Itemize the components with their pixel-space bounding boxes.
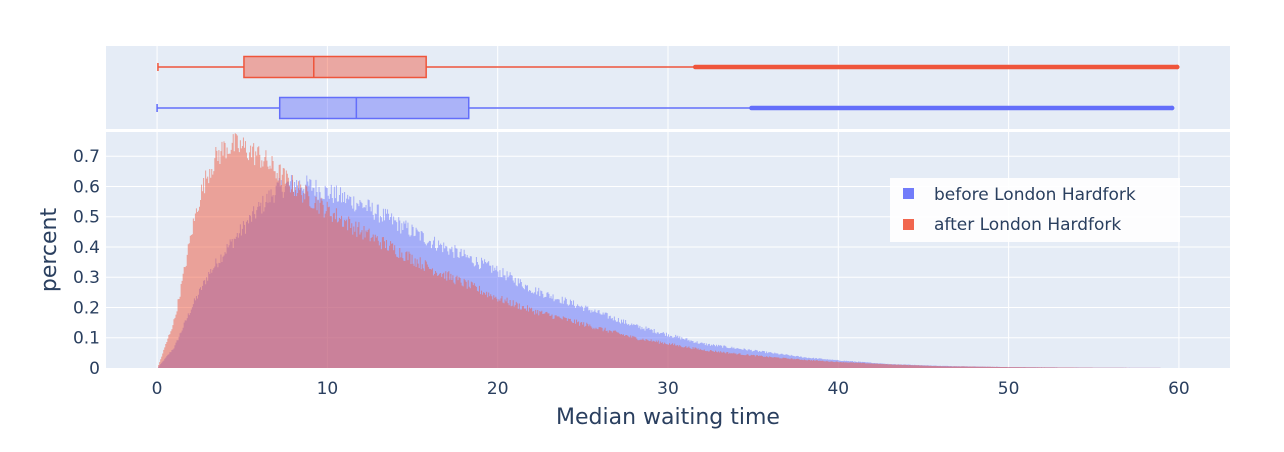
legend-swatch-after bbox=[903, 219, 914, 230]
x-tick-label: 20 bbox=[487, 379, 509, 399]
histogram-layer bbox=[157, 133, 1179, 368]
x-tick-label: 60 bbox=[1168, 379, 1190, 399]
outlier-max bbox=[1169, 105, 1175, 111]
x-axis-title: Median waiting time bbox=[556, 405, 780, 430]
boxplot-layer bbox=[156, 55, 1180, 120]
x-tick-label: 50 bbox=[998, 379, 1020, 399]
y-tick-label: 0.4 bbox=[73, 238, 100, 258]
x-tick-labels: 0 10 20 30 40 50 60 bbox=[152, 379, 1190, 399]
x-tick-label: 40 bbox=[827, 379, 849, 399]
y-tick-label: 0.6 bbox=[73, 177, 100, 197]
y-tick-labels: 0 0.1 0.2 0.3 0.4 0.5 0.6 0.7 bbox=[73, 147, 100, 379]
y-axis-title: percent bbox=[37, 207, 62, 292]
x-tick-label: 30 bbox=[657, 379, 679, 399]
legend-label-before: before London Hardfork bbox=[934, 185, 1136, 205]
y-tick-label: 0.3 bbox=[73, 268, 100, 288]
box-iqr bbox=[278, 96, 470, 120]
outlier-max bbox=[1175, 64, 1180, 70]
y-tick-label: 0.1 bbox=[73, 329, 100, 349]
legend: before London Hardfork after London Hard… bbox=[890, 178, 1180, 242]
legend-background bbox=[890, 178, 1180, 242]
histogram-after bbox=[157, 133, 1179, 368]
legend-label-after: after London Hardfork bbox=[934, 215, 1121, 235]
y-tick-label: 0.7 bbox=[73, 147, 100, 167]
legend-swatch-before bbox=[903, 188, 914, 199]
y-tick-label: 0.2 bbox=[73, 298, 100, 318]
y-tick-label: 0.5 bbox=[73, 208, 100, 228]
box-iqr bbox=[243, 55, 427, 79]
y-tick-label: 0 bbox=[89, 359, 100, 379]
x-tick-label: 10 bbox=[317, 379, 339, 399]
x-tick-label: 0 bbox=[152, 379, 163, 399]
boxplot-before bbox=[156, 96, 1175, 120]
boxplot-after bbox=[157, 55, 1180, 79]
